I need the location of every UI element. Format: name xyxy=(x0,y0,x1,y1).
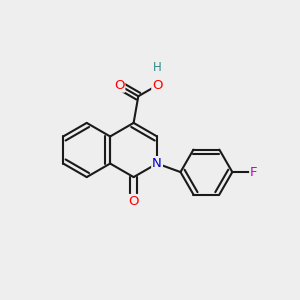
Text: O: O xyxy=(128,195,139,208)
Text: F: F xyxy=(250,166,258,178)
Text: N: N xyxy=(152,157,162,170)
Text: O: O xyxy=(114,79,124,92)
Text: H: H xyxy=(153,61,162,74)
Text: O: O xyxy=(152,79,163,92)
